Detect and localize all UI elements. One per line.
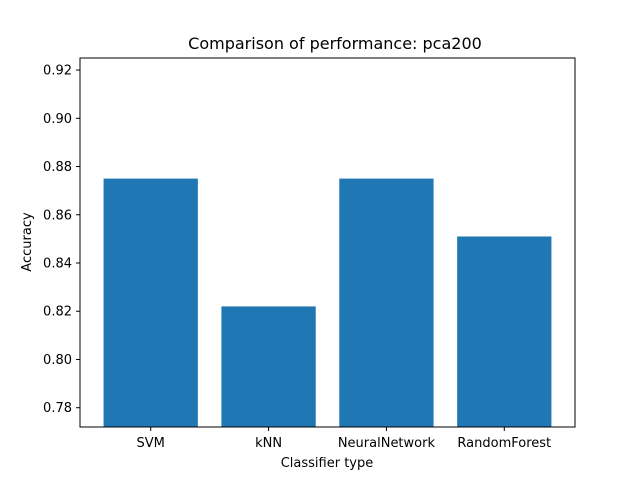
bar-knn xyxy=(221,306,316,427)
x-tick-label: kNN xyxy=(255,436,282,451)
bars-group xyxy=(103,178,552,427)
x-tick-label: NeuralNetwork xyxy=(338,436,436,451)
bar-neuralnetwork xyxy=(339,178,434,427)
x-tick-label: RandomForest xyxy=(457,436,551,451)
y-axis-label: Accuracy xyxy=(20,212,35,272)
y-tick-label: 0.86 xyxy=(43,208,72,223)
y-tick-label: 0.80 xyxy=(43,353,72,368)
y-tick-label: 0.84 xyxy=(43,257,72,272)
x-tick-label: SVM xyxy=(137,436,165,451)
bar-randomforest xyxy=(457,236,552,427)
y-axis-ticks: 0.78 0.80 0.82 0.84 0.86 0.88 0.90 0.92 xyxy=(43,64,80,416)
y-tick-label: 0.88 xyxy=(43,160,72,175)
chart-title: Comparison of performance: pca200 xyxy=(188,34,482,53)
y-tick-label: 0.82 xyxy=(43,305,72,320)
x-axis-ticks: SVM kNN NeuralNetwork RandomForest xyxy=(137,427,551,451)
x-axis-label: Classifier type xyxy=(281,456,374,471)
plot-frame xyxy=(79,57,576,428)
y-tick-label: 0.90 xyxy=(43,112,72,127)
y-tick-label: 0.78 xyxy=(43,401,72,416)
bar-svm xyxy=(103,178,198,427)
y-tick-label: 0.92 xyxy=(43,64,72,79)
